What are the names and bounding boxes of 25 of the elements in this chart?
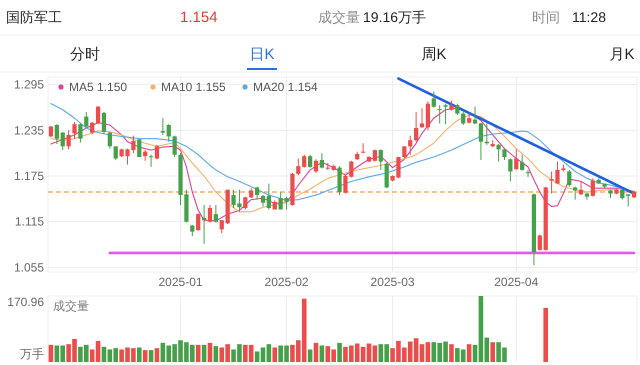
x-tick-label: 2025-01 xyxy=(158,275,203,289)
x-tick-label: 2025-02 xyxy=(264,275,309,289)
legend-label: MA5 1.150 xyxy=(69,80,128,94)
chart-title: 国防军工 xyxy=(6,9,62,25)
chart-title: 成交量 xyxy=(53,299,89,313)
y-axis-title: 万手 xyxy=(20,347,44,361)
text: 成交量 xyxy=(318,9,360,25)
y-tick-label: 1.055 xyxy=(14,260,44,274)
text: 月K xyxy=(609,46,635,63)
x-tick-label: 2025-03 xyxy=(370,275,415,289)
text: 分时 xyxy=(70,46,100,63)
legend-label: MA20 1.154 xyxy=(253,80,318,94)
text: 19.16万手 xyxy=(363,9,426,25)
legend-label: MA10 1.155 xyxy=(161,80,226,94)
x-tick-label: 2025-04 xyxy=(494,275,539,289)
y-tick-label: 1.115 xyxy=(14,214,44,229)
text: 170.96 xyxy=(7,295,44,309)
text: 11:28 xyxy=(572,9,606,25)
text: 日K xyxy=(249,46,275,63)
y-tick-label: 1.175 xyxy=(14,169,44,184)
text: 时间 xyxy=(532,9,560,25)
text: 1.154 xyxy=(180,9,218,26)
y-tick-label: 1.295 xyxy=(14,78,44,92)
text: 周K xyxy=(421,46,447,63)
y-tick-label: 1.235 xyxy=(14,123,44,138)
